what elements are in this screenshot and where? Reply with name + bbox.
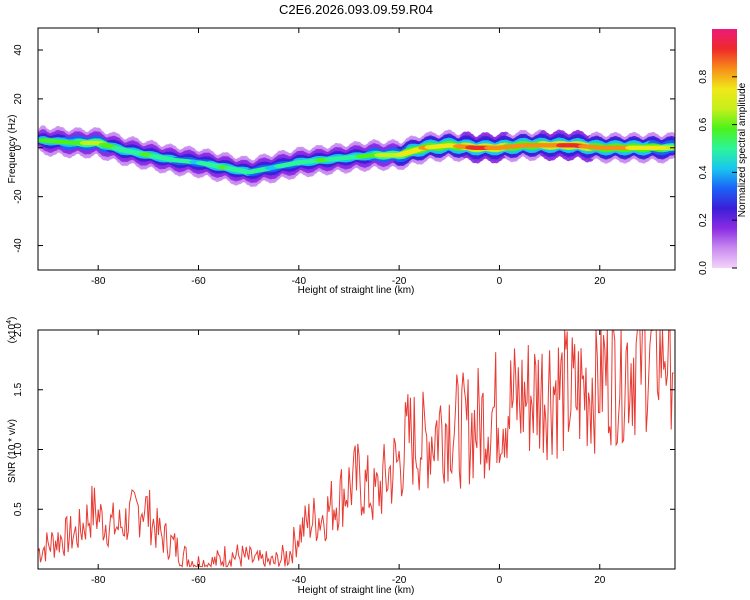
spectrogram-x-ticks: -80 -60 -40 -20 0 20	[91, 28, 606, 287]
spectrogram-xtick-label: 0	[497, 276, 503, 287]
colorbar-tick-label: 0.4	[698, 165, 709, 179]
snr-xtick-label: 20	[594, 575, 606, 586]
snr-scale-base: (x10	[7, 323, 18, 343]
snr-y-ticks: 0.5 1.0 1.5 2.0	[13, 323, 675, 516]
colorbar: 0.0 0.2 0.4 0.6 0.8 Normalized spectral ampl…	[698, 29, 748, 275]
colorbar-tick-label: 0.8	[698, 69, 709, 83]
spectrogram-frame	[37, 27, 676, 271]
spectrogram-ytick-label: 40	[13, 44, 24, 56]
spectrogram-y-ticks: -40 -20 0 20 40	[13, 44, 675, 253]
snr-ytick-label: 1.5	[13, 382, 24, 396]
colorbar-ticks: 0.0 0.2 0.4 0.6 0.8	[698, 69, 737, 275]
snr-x-label: Height of straight line (km)	[298, 585, 415, 596]
colorbar-tick-label: 0.6	[698, 117, 709, 131]
snr-xtick-label: -80	[91, 575, 106, 586]
snr-scale-close: )	[7, 317, 18, 320]
snr-xtick-label: -40	[292, 575, 307, 586]
snr-xtick-label: -60	[191, 575, 206, 586]
snr-ytick-label: 0.5	[13, 502, 24, 516]
spectrogram-x-label: Height of straight line (km)	[298, 285, 415, 296]
spectrogram-panel: -80 -60 -40 -20 0 20 -40 -20 0 20 40 Height of st…	[7, 27, 676, 296]
spectrogram-xtick-label: -40	[292, 276, 307, 287]
snr-panel: -80 -60 -40 -20 0 20 0.5 1.0 1.5 2.0 Height of s…	[6, 317, 676, 596]
snr-ytick-label: 1.0	[13, 442, 24, 456]
spectrogram-ytick-label: -40	[13, 238, 24, 253]
snr-y-label: SNR (10 * v/v)	[7, 419, 18, 483]
spectrogram-xtick-label: -20	[392, 276, 407, 287]
colorbar-tick-label: 0.0	[698, 261, 709, 275]
snr-background	[38, 330, 675, 569]
snr-xtick-label: 0	[497, 575, 503, 586]
colorbar-label: Normalized spectral amplitude	[737, 82, 748, 217]
spectrogram-y-label: Frequency (Hz)	[7, 115, 18, 184]
spectrogram-xtick-label: 20	[594, 276, 606, 287]
spectrogram-ytick-label: 20	[13, 93, 24, 105]
snr-ytick-label: 2.0	[13, 323, 24, 337]
snr-scale-label: (x104)	[6, 317, 18, 344]
snr-scale-exponent: 4	[6, 320, 13, 324]
spectrogram-ytick-label: -20	[13, 189, 24, 204]
figure-title: C2E6.2026.093.09.59.R04	[279, 2, 433, 17]
colorbar-tick-label: 0.2	[698, 213, 709, 227]
snr-x-ticks: -80 -60 -40 -20 0 20	[91, 330, 606, 586]
spectrogram-xtick-label: -60	[191, 276, 206, 287]
snr-xtick-label: -20	[392, 575, 407, 586]
snr-series-line	[38, 330, 674, 568]
spectrogram-ytick-label: 0	[13, 145, 24, 151]
colorbar-scale	[712, 29, 737, 268]
spectrogram-heat	[38, 125, 675, 187]
spectrogram-xtick-label: -80	[91, 276, 106, 287]
